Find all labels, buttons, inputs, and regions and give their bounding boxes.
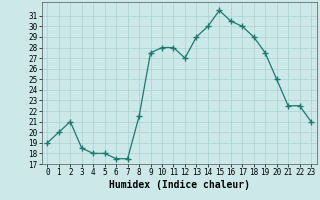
X-axis label: Humidex (Indice chaleur): Humidex (Indice chaleur): [109, 180, 250, 190]
